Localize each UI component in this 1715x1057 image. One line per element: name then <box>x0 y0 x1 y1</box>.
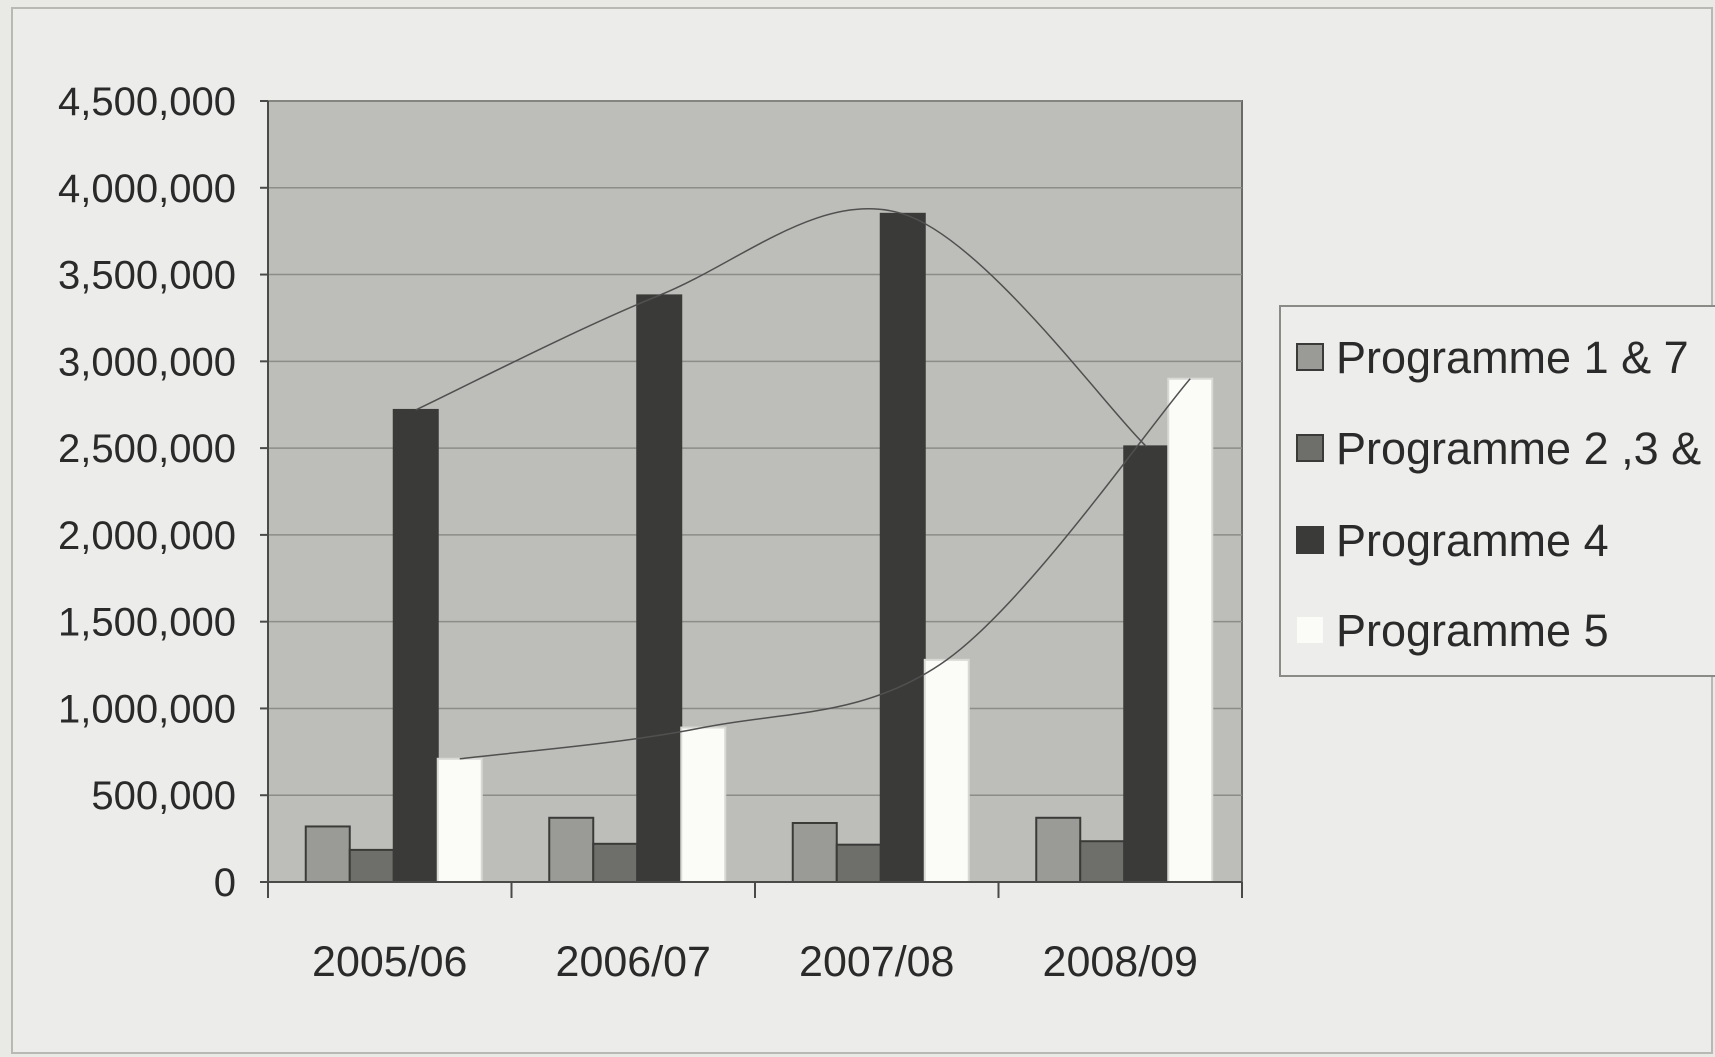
legend-swatch <box>1296 343 1324 371</box>
y-tick-label: 0 <box>214 861 236 905</box>
bar-2008/09-programme-2-3-6 <box>1079 840 1126 883</box>
x-tick-label: 2005/06 <box>312 938 467 986</box>
x-tick-label: 2006/07 <box>556 938 711 986</box>
bar-2005/06-programme-4 <box>392 408 439 883</box>
legend-label: Programme 5 <box>1336 605 1609 656</box>
y-tick-label: 3,500,000 <box>58 254 236 298</box>
y-axis-ticks: 0 500,000 1,000,000 1,500,000 2,000,000 2,500… <box>58 80 268 905</box>
trendlines <box>415 208 1191 760</box>
legend-swatch <box>1296 434 1324 462</box>
y-tick-label: 2,500,000 <box>58 427 236 471</box>
y-tick-label: 4,500,000 <box>58 80 236 124</box>
legend: Programme 1 & 7 Programme 2 ,3 & 6 Program… <box>1279 305 1715 677</box>
bar-2007/08-programme-4 <box>879 212 926 884</box>
legend-box <box>1279 305 1715 677</box>
bar-2006/07-programme-4 <box>636 294 683 884</box>
bar-2005/06-programme-1-7 <box>304 825 351 883</box>
legend-swatch <box>1296 526 1324 554</box>
x-tick-label: 2007/08 <box>799 938 954 986</box>
bar-2006/07-programme-1-7 <box>548 816 595 883</box>
legend-label: Programme 4 <box>1336 515 1609 566</box>
trendline-programme-4 <box>415 208 1147 447</box>
y-tick-label: 4,000,000 <box>58 167 236 211</box>
bar-2008/09-programme-5 <box>1167 377 1214 883</box>
bar-2005/06-programme-5 <box>436 757 483 884</box>
bar-2007/08-programme-1-7 <box>791 821 838 883</box>
y-tick-label: 500,000 <box>91 774 236 818</box>
y-tick-label: 3,000,000 <box>58 340 236 384</box>
y-tick-label: 1,000,000 <box>58 687 236 731</box>
y-tick-label: 2,000,000 <box>58 514 236 558</box>
bar-2008/09-programme-1-7 <box>1035 816 1082 883</box>
trendline-programme-5 <box>459 378 1191 760</box>
bar-2006/07-programme-2-3-6 <box>592 842 639 883</box>
legend-label: Programme 2 ,3 & 6 <box>1336 423 1715 474</box>
x-axis-ticks: 2005/06 2006/07 2007/08 2008/09 <box>267 882 1243 986</box>
bar-2007/08-programme-5 <box>923 658 970 883</box>
x-tick-label: 2008/09 <box>1043 938 1198 986</box>
bar-2006/07-programme-5 <box>680 726 727 884</box>
legend-label: Programme 1 & 7 <box>1336 332 1689 383</box>
bar-2007/08-programme-2-3-6 <box>835 843 882 883</box>
bars <box>304 212 1214 884</box>
bar-2005/06-programme-2-3-6 <box>348 848 395 883</box>
legend-swatch <box>1297 617 1323 643</box>
y-tick-label: 1,500,000 <box>58 601 236 645</box>
bar-2008/09-programme-4 <box>1123 445 1170 883</box>
